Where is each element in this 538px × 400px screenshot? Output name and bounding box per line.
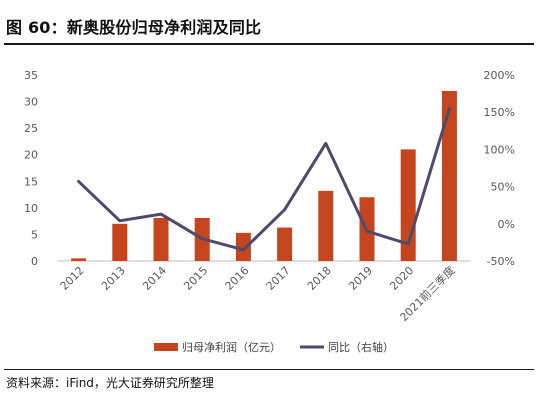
right-tick-label: 50% xyxy=(491,181,515,194)
right-tick-label: 100% xyxy=(484,143,515,156)
figure-title: 图 60：新奥股份归母净利润及同比 xyxy=(6,18,262,37)
bar xyxy=(318,190,334,261)
x-tick-label: 2018 xyxy=(305,264,334,293)
x-tick-label: 2020 xyxy=(387,264,416,293)
left-tick-label: 10 xyxy=(24,202,38,215)
left-tick-label: 5 xyxy=(31,228,38,241)
x-tick-label: 2013 xyxy=(99,264,128,293)
left-tick-label: 25 xyxy=(24,122,38,135)
bar xyxy=(277,227,293,261)
right-tick-label: -50% xyxy=(487,255,515,268)
right-tick-label: 0% xyxy=(498,218,515,231)
left-tick-label: 15 xyxy=(24,175,38,188)
bar xyxy=(235,232,251,261)
x-tick-label: 2017 xyxy=(264,264,293,293)
bottom-rule xyxy=(4,369,534,370)
bar xyxy=(153,217,169,261)
left-tick-label: 20 xyxy=(24,149,38,162)
left-tick-label: 30 xyxy=(24,96,38,109)
bar xyxy=(71,258,87,261)
legend-label-bar: 归母净利润（亿元） xyxy=(182,340,281,354)
x-tick-label: 2015 xyxy=(181,264,210,293)
x-tick-label: 2012 xyxy=(58,264,87,293)
left-tick-label: 35 xyxy=(24,69,38,82)
x-tick-label: 2014 xyxy=(140,264,169,293)
x-tick-label: 2016 xyxy=(223,264,252,293)
bar xyxy=(441,90,457,261)
legend-label-line: 同比（右轴） xyxy=(328,340,394,354)
yoy-line xyxy=(77,107,451,252)
source-note: 资料来源：iFind，光大证券研究所整理 xyxy=(6,376,214,390)
bar xyxy=(112,223,128,261)
right-tick-label: 200% xyxy=(484,69,515,82)
right-tick-label: 150% xyxy=(484,106,515,119)
x-tick-label: 2019 xyxy=(346,264,375,293)
legend-swatch-bar xyxy=(154,343,178,351)
left-tick-label: 0 xyxy=(31,255,38,268)
title-rule xyxy=(4,43,534,45)
